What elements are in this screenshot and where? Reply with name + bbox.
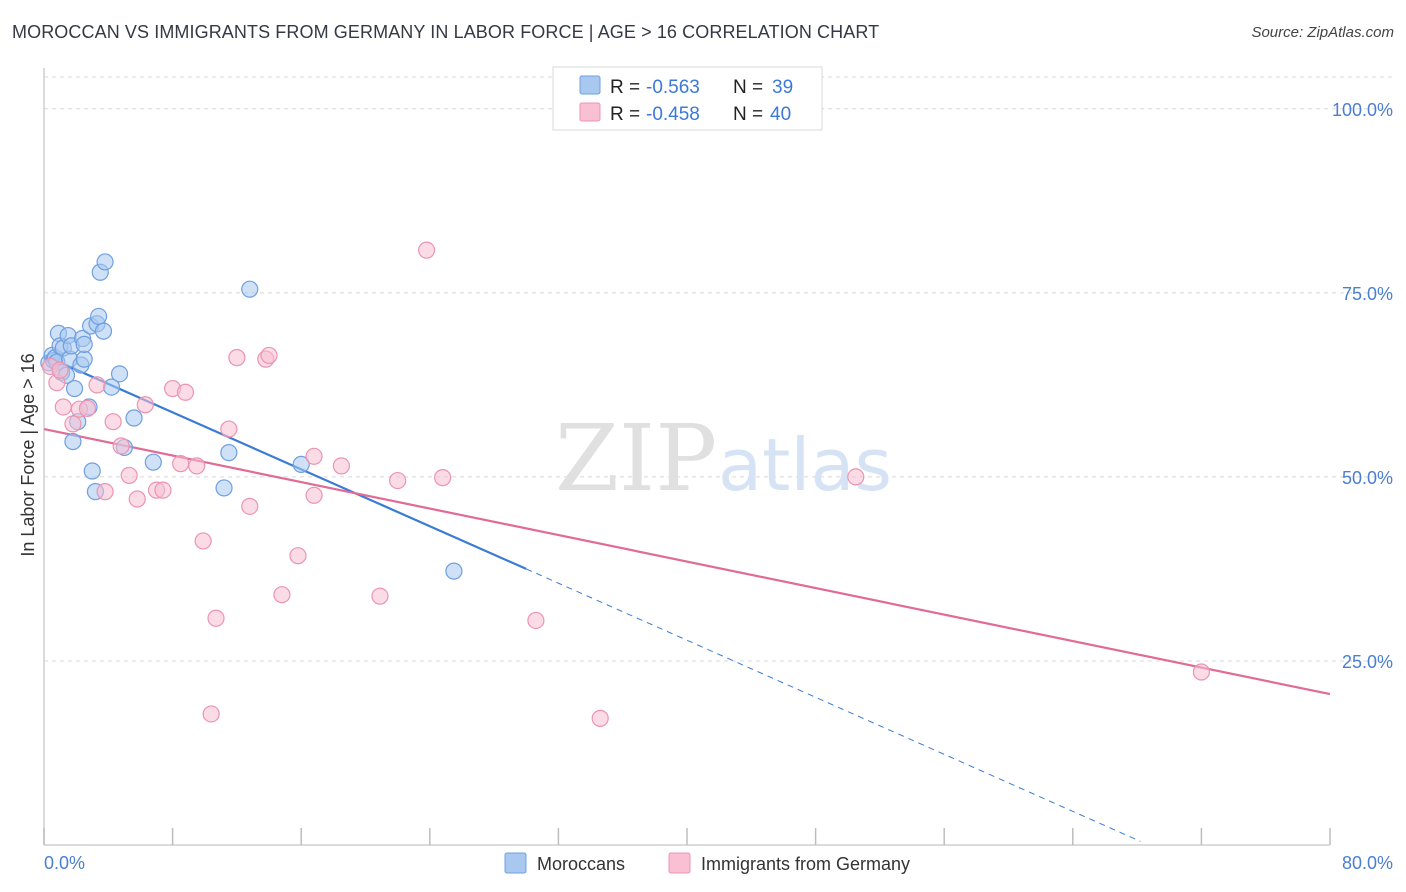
point-germany-17 [172,455,190,473]
legend-r-value-1: -0.563 [646,77,700,98]
point-germany-29 [289,547,307,565]
point-moroccan-36 [241,280,259,298]
point-moroccan-22 [83,462,101,480]
legend-bottom: Moroccans Immigrants from Germany [504,852,910,874]
point-germany-7 [88,376,106,394]
point-germany-32 [332,457,350,475]
point-moroccan-38 [445,562,463,580]
point-germany-25 [241,497,259,515]
point-germany-11 [120,466,138,485]
point-germany-21 [202,705,220,723]
point-germany-30 [305,447,323,465]
point-germany-24 [228,349,246,367]
y-axis-label: In Labor Force | Age > 16 [18,353,38,556]
point-germany-37 [527,611,545,630]
point-moroccan-34 [215,479,233,497]
point-germany-12 [128,490,146,508]
legend-swatch-blue [579,75,601,95]
point-germany-31 [305,486,323,504]
y-tick-label-50: 50.0% [1342,468,1393,488]
point-germany-33 [371,587,389,605]
trend-line-moroccans-extension [526,568,1141,842]
point-germany-28 [273,586,291,604]
point-moroccan-28 [96,253,114,271]
axes [43,68,1331,846]
trend-line-moroccans [43,354,527,570]
point-moroccan-30 [110,365,129,383]
point-germany-27 [260,346,278,365]
point-germany-2 [51,361,69,379]
y-tick-label-25: 25.0% [1342,652,1393,672]
point-moroccan-14 [65,379,84,398]
trend-line-germany [43,427,1331,696]
point-germany-34 [389,471,407,490]
y-tick-label-100: 100.0% [1332,100,1393,120]
watermark-atlas: atlas [718,423,892,507]
point-germany-19 [188,457,206,475]
grid-lines [44,76,1392,662]
point-germany-36 [434,469,452,487]
trend-lines [43,354,1331,842]
legend-bottom-swatch-blue [504,852,527,874]
point-germany-22 [207,609,225,627]
point-germany-3 [54,398,72,416]
legend-n-label-1: N = [733,77,763,98]
legend-n-value-1: 39 [772,77,793,98]
point-moroccan-13 [64,432,82,451]
x-tick-label-max: 80.0% [1342,853,1393,873]
legend-bottom-swatch-pink [668,852,691,874]
point-moroccan-33 [144,453,162,471]
watermark-zip: ZIP [555,405,717,512]
point-moroccan-19 [75,335,93,353]
point-germany-23 [220,420,238,438]
point-germany-39 [847,468,865,486]
point-germany-4 [64,415,82,433]
source-label: Source: ZipAtlas.com [1251,24,1394,41]
point-moroccan-18 [75,350,93,368]
point-moroccan-35 [220,444,238,462]
point-germany-35 [417,241,436,259]
watermark: ZIP atlas [555,405,892,512]
legend-r-label-2: R = [610,104,640,125]
point-moroccan-37 [292,455,310,473]
point-moroccan-32 [125,409,143,427]
legend-r-label-1: R = [610,77,640,98]
y-tick-label-75: 75.0% [1342,284,1393,304]
point-germany-10 [112,437,130,455]
data-points [40,241,1211,727]
point-germany-40 [1192,663,1211,681]
chart-title: MOROCCAN VS IMMIGRANTS FROM GERMANY IN L… [12,22,880,42]
point-germany-38 [591,709,609,727]
point-germany-6 [78,399,97,418]
legend-bottom-germany: Immigrants from Germany [701,854,910,874]
point-germany-8 [96,483,114,501]
legend-top: R = -0.563 N = 39 R = -0.458 N = 40 [552,66,823,131]
legend-r-value-2: -0.458 [646,104,700,125]
legend-bottom-moroccans: Moroccans [537,854,625,874]
x-tick-label-min: 0.0% [44,853,85,873]
legend-n-value-2: 40 [770,104,791,125]
point-germany-20 [194,532,212,550]
point-moroccan-27 [94,322,113,340]
point-germany-18 [176,383,195,401]
point-germany-15 [154,481,172,499]
legend-n-label-2: N = [733,104,763,125]
legend-swatch-pink [579,102,601,122]
point-moroccan-25 [90,307,108,326]
point-germany-13 [136,396,154,414]
point-germany-9 [104,413,122,431]
tick-labels: 25.0% 50.0% 75.0% 100.0% 0.0% 80.0% [44,100,1393,873]
